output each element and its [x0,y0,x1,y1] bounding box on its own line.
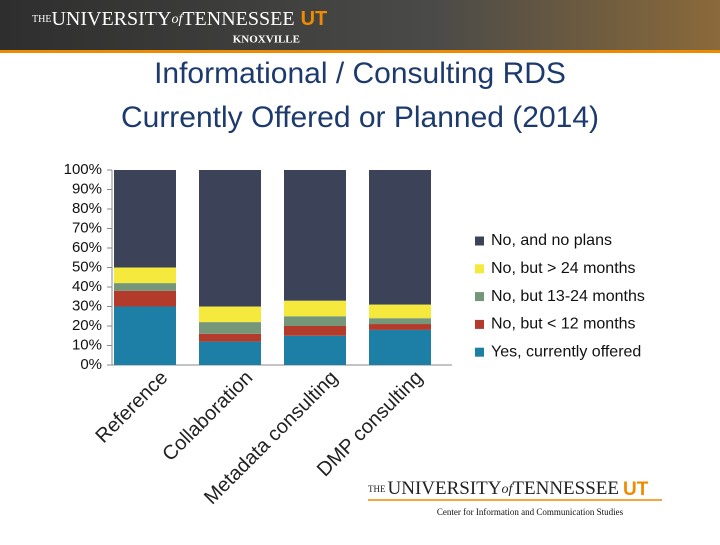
y-tick-label: 100% [64,161,102,178]
bar-segment [114,170,176,268]
legend-label: No, but 13-24 months [491,288,645,305]
legend-swatch [475,264,484,274]
bar-segment [199,322,261,334]
bar-segment [199,341,261,365]
legend-swatch [475,319,484,329]
bar-segment [369,170,431,305]
logo-of: of [502,482,515,497]
y-tick-label: 0% [80,356,102,373]
bar-segment [114,267,176,284]
legend-swatch [475,347,484,357]
footer-caption: Center for Information and Communication… [437,507,624,517]
legend-label: No, but > 24 months [491,260,636,277]
header-logo: THEUNIVERSITYofTENNESSEE UT [32,8,327,31]
y-tick-label: 90% [72,180,102,197]
y-tick-label: 30% [72,297,102,314]
legend-label: No, but < 12 months [491,316,636,333]
bar-segment [199,306,261,323]
logo-name: UNIVERSITY [388,478,502,499]
logo-prefix: THE [368,484,386,494]
bar-segment [369,324,431,330]
bar-segment [199,170,261,307]
bar-segment [284,316,346,326]
header-campus: KNOXVILLE [233,34,300,46]
y-tick-label: 40% [72,278,102,295]
logo-state: TENNESSEE [182,8,294,30]
legend-label: Yes, currently offered [491,343,641,360]
x-tick-label: Reference [91,367,172,448]
logo-name: UNIVERSITY [51,8,171,30]
y-tick-label: 60% [72,239,102,256]
y-tick-label: 80% [72,200,102,217]
bar-segment [114,290,176,307]
bar-segment [114,283,176,291]
y-tick-label: 50% [72,258,102,275]
footer-logo: THE UNIVERSITYofTENNESSEE UT [368,478,649,500]
logo-state: TENNESSEE [512,478,619,499]
y-tick-label: 70% [72,219,102,236]
bar-segment [369,329,431,365]
header-rule [0,50,720,53]
bar-segment [369,304,431,319]
y-tick-label: 20% [72,317,102,334]
logo-prefix: THE [32,14,51,25]
logo-of: of [171,12,184,27]
y-tick-label: 10% [72,336,102,353]
bar-segment [369,318,431,325]
logo-mark: UT [301,8,328,30]
bar-segment [284,170,346,301]
legend-label: No, and no plans [491,232,612,249]
header-banner [0,0,720,50]
legend-swatch [475,292,484,302]
bar-segment [114,306,176,365]
chart-title: Informational / Consulting RDS Currently … [121,57,599,134]
bar-segment [284,335,346,365]
logo-mark: UT [623,479,649,500]
bar-segment [284,326,346,336]
bar-segment [284,300,346,317]
legend-swatch [475,236,484,246]
bar-segment [199,333,261,342]
